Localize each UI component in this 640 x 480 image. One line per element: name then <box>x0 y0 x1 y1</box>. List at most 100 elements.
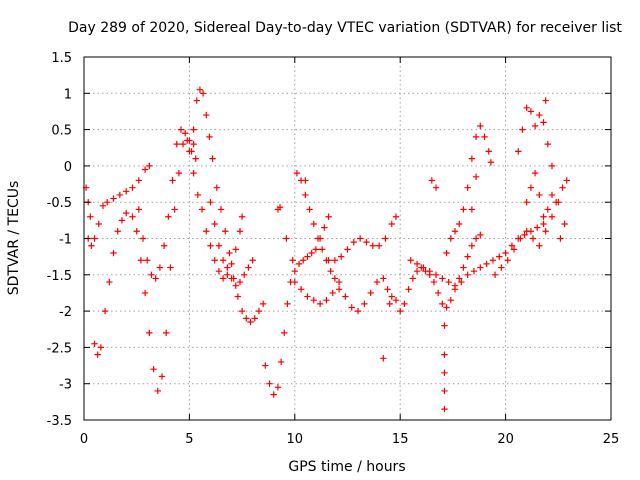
data-point <box>319 246 326 253</box>
data-point <box>369 242 376 249</box>
data-point <box>380 275 387 282</box>
data-point <box>291 267 298 275</box>
data-point <box>141 289 149 297</box>
data-point <box>146 329 153 337</box>
data-point <box>460 264 467 271</box>
x-axis-ticks: 0 5 10 15 20 25 <box>80 57 619 447</box>
data-point <box>542 97 549 104</box>
y-axis-label: SDTVAR / TECUs <box>6 181 22 296</box>
data-point <box>163 329 170 337</box>
series-trace-g <box>262 213 332 398</box>
data-point <box>88 242 95 249</box>
data-point <box>523 104 530 112</box>
series-trace-m <box>443 122 495 257</box>
data-point <box>110 195 117 202</box>
data-points <box>82 86 570 413</box>
data-point <box>158 373 166 380</box>
series-trace-d <box>190 86 267 326</box>
data-point <box>150 365 157 373</box>
data-point <box>489 257 497 264</box>
data-point <box>228 260 235 268</box>
data-point <box>289 257 296 264</box>
data-point <box>190 126 197 133</box>
data-point <box>367 289 374 297</box>
data-point <box>110 249 117 257</box>
data-point <box>101 307 109 315</box>
data-point <box>186 148 193 155</box>
data-point <box>207 199 214 206</box>
data-point <box>247 318 254 326</box>
data-point <box>409 275 417 282</box>
data-point <box>397 307 404 315</box>
y-tick-label: 0 <box>64 160 72 175</box>
data-point <box>348 304 355 311</box>
data-point <box>321 224 328 231</box>
data-point <box>523 228 530 235</box>
y-tick-label: 1 <box>64 87 72 102</box>
data-point <box>139 235 147 242</box>
data-point <box>468 155 476 162</box>
data-point <box>266 380 273 387</box>
data-point <box>312 246 320 253</box>
data-point <box>548 213 556 220</box>
data-point <box>407 257 414 264</box>
data-point <box>430 278 438 286</box>
data-point <box>563 177 570 184</box>
data-point <box>103 199 111 206</box>
data-point <box>331 257 339 264</box>
data-point <box>203 111 210 119</box>
x-tick-label: 10 <box>287 432 304 447</box>
data-point <box>413 267 421 275</box>
data-point <box>323 297 330 304</box>
data-point <box>460 206 467 213</box>
data-point <box>91 340 98 347</box>
data-point <box>243 315 250 322</box>
data-point <box>217 206 225 213</box>
data-point <box>441 387 448 395</box>
data-point <box>232 282 239 289</box>
data-point <box>523 199 530 206</box>
data-point <box>198 206 206 213</box>
data-point <box>219 275 227 282</box>
data-point <box>224 271 231 278</box>
data-point <box>262 362 269 369</box>
data-point <box>304 293 311 300</box>
data-point <box>297 286 305 293</box>
data-point <box>517 235 524 242</box>
data-point <box>464 184 471 191</box>
series-trace-j <box>325 213 400 264</box>
data-point <box>470 267 478 275</box>
data-point <box>129 213 136 220</box>
data-point <box>447 235 454 242</box>
data-point <box>97 344 105 351</box>
data-point <box>529 235 537 242</box>
data-point <box>146 162 153 170</box>
data-point <box>548 162 556 170</box>
data-point <box>283 235 290 242</box>
data-point <box>335 286 343 293</box>
data-point <box>236 278 244 286</box>
data-point <box>241 271 248 278</box>
data-point <box>451 228 459 235</box>
data-point <box>441 351 448 358</box>
y-tick-label: -1 <box>59 233 72 248</box>
data-point <box>472 133 480 141</box>
data-point <box>310 220 317 228</box>
data-point <box>193 97 200 104</box>
series-trace-o <box>515 104 568 242</box>
y-tick-label: -2.5 <box>47 341 72 356</box>
data-point <box>405 286 412 293</box>
data-point <box>342 293 349 300</box>
data-point <box>496 253 503 260</box>
data-point <box>380 355 387 362</box>
data-point <box>281 329 288 337</box>
data-point <box>148 271 155 278</box>
data-point <box>177 126 185 133</box>
x-tick-label: 15 <box>392 432 409 447</box>
series-trace-f <box>207 199 256 289</box>
data-point <box>314 235 322 242</box>
data-point <box>361 300 368 308</box>
data-point <box>382 235 389 242</box>
data-point <box>439 275 446 282</box>
